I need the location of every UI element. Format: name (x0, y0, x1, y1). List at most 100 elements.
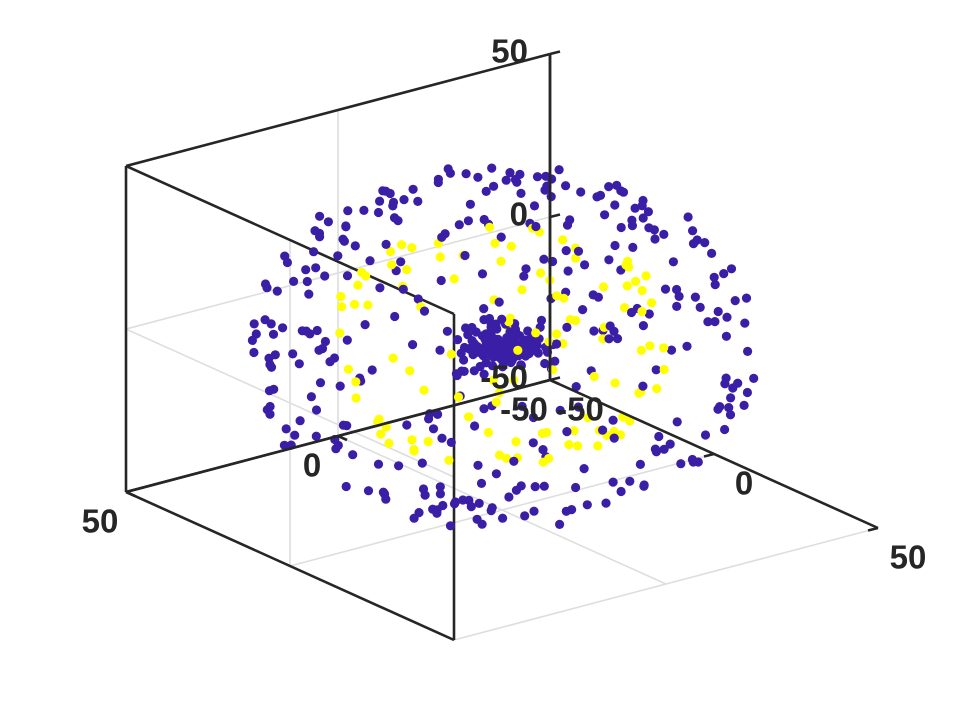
data-point-series-1 (413, 294, 423, 304)
data-point-series-2 (387, 260, 397, 270)
data-point-series-2 (423, 437, 433, 447)
data-point-series-1 (555, 405, 565, 415)
z-tick-mark (549, 50, 561, 56)
data-point-series-1 (494, 297, 504, 307)
data-point-series-1 (616, 186, 626, 196)
data-point-series-1 (461, 169, 471, 179)
data-point-series-1 (398, 284, 408, 294)
data-point-series-1 (269, 384, 279, 394)
data-point-series-1 (335, 381, 345, 391)
data-point-series-1 (515, 169, 525, 179)
data-point-series-1 (268, 329, 279, 339)
data-point-series-1 (467, 336, 477, 346)
data-point-series-1 (350, 241, 360, 251)
data-point-series-1 (498, 362, 508, 372)
data-point-series-1 (342, 335, 352, 345)
data-point-series-1 (672, 301, 682, 311)
data-point-series-1 (437, 232, 447, 242)
x-tick-mark (703, 452, 715, 458)
data-point-series-1 (442, 326, 452, 336)
data-point-series-1 (562, 322, 572, 332)
data-point-series-1 (311, 263, 321, 273)
data-point-series-1 (638, 213, 648, 223)
data-point-series-1 (265, 401, 275, 412)
data-point-series-1 (360, 320, 370, 330)
z-tick-label: -50 (480, 359, 528, 396)
data-point-series-1 (539, 481, 549, 491)
data-point-series-1 (650, 234, 660, 244)
data-point-series-1 (320, 271, 330, 281)
data-point-series-1 (536, 315, 547, 325)
data-point-series-1 (294, 359, 304, 369)
data-point-series-2 (659, 343, 669, 353)
data-point-series-1 (552, 339, 562, 349)
data-point-series-1 (265, 359, 275, 370)
data-point-series-2 (397, 240, 407, 250)
data-point-series-1 (682, 341, 692, 351)
data-point-series-1 (589, 326, 599, 336)
data-point-series-1 (454, 220, 464, 230)
data-point-series-1 (625, 476, 635, 486)
data-point-series-1 (709, 272, 719, 282)
data-point-series-1 (520, 511, 530, 521)
data-point-series-1 (342, 271, 353, 281)
data-point-series-2 (351, 393, 361, 403)
data-point-series-1 (438, 500, 448, 511)
z-tick-label: 50 (491, 33, 528, 70)
data-point-series-1 (719, 269, 729, 279)
data-point-series-1 (373, 459, 384, 469)
data-point-series-1 (498, 513, 508, 523)
data-point-series-1 (595, 190, 606, 200)
data-point-series-1 (707, 248, 717, 258)
data-point-series-2 (544, 453, 554, 464)
data-point-series-1 (683, 212, 693, 222)
data-point-series-2 (496, 256, 506, 266)
data-point-series-1 (487, 503, 497, 513)
data-point-series-1 (733, 378, 743, 388)
data-point-series-2 (637, 306, 647, 317)
data-point-series-1 (749, 373, 759, 383)
data-point-series-1 (742, 387, 753, 398)
y-tick-label: 0 (303, 447, 321, 484)
data-point-series-1 (466, 502, 476, 512)
data-point-series-2 (453, 392, 464, 402)
data-point-series-2 (589, 371, 599, 382)
data-point-series-1 (720, 424, 730, 435)
data-point-series-1 (496, 232, 506, 242)
x-tick-mark (539, 378, 551, 384)
data-point-series-2 (350, 299, 360, 309)
data-point-series-1 (528, 438, 538, 448)
data-point-series-2 (559, 293, 569, 303)
data-point-series-1 (651, 365, 661, 375)
data-point-series-1 (604, 182, 614, 192)
data-point-series-1 (479, 404, 489, 414)
data-point-series-1 (304, 289, 314, 299)
data-point-series-1 (554, 165, 564, 175)
data-point-series-2 (571, 315, 581, 326)
data-point-series-1 (399, 195, 409, 205)
data-point-series-2 (564, 440, 574, 450)
data-point-series-2 (622, 281, 632, 291)
data-point-series-1 (435, 489, 445, 499)
data-point-series-2 (353, 280, 363, 290)
data-point-series-1 (359, 205, 369, 215)
data-point-series-1 (249, 347, 259, 358)
data-point-series-1 (505, 168, 515, 178)
data-point-series-2 (409, 446, 419, 456)
data-point-series-2 (513, 345, 523, 355)
data-point-series-1 (367, 365, 377, 375)
data-point-series-1 (417, 458, 427, 468)
y-tick-mark (125, 490, 136, 498)
data-point-series-1 (666, 345, 677, 355)
data-point-series-2 (637, 285, 647, 296)
data-point-series-1 (463, 216, 473, 226)
data-point-series-1 (739, 400, 749, 410)
data-point-series-1 (479, 369, 489, 379)
data-point-series-1 (290, 430, 300, 440)
data-point-series-1 (743, 346, 753, 356)
data-point-series-2 (385, 246, 396, 257)
data-point-series-1 (695, 302, 705, 312)
data-point-series-1 (610, 200, 620, 210)
data-point-series-1 (413, 196, 423, 206)
data-point-series-1 (563, 266, 573, 276)
